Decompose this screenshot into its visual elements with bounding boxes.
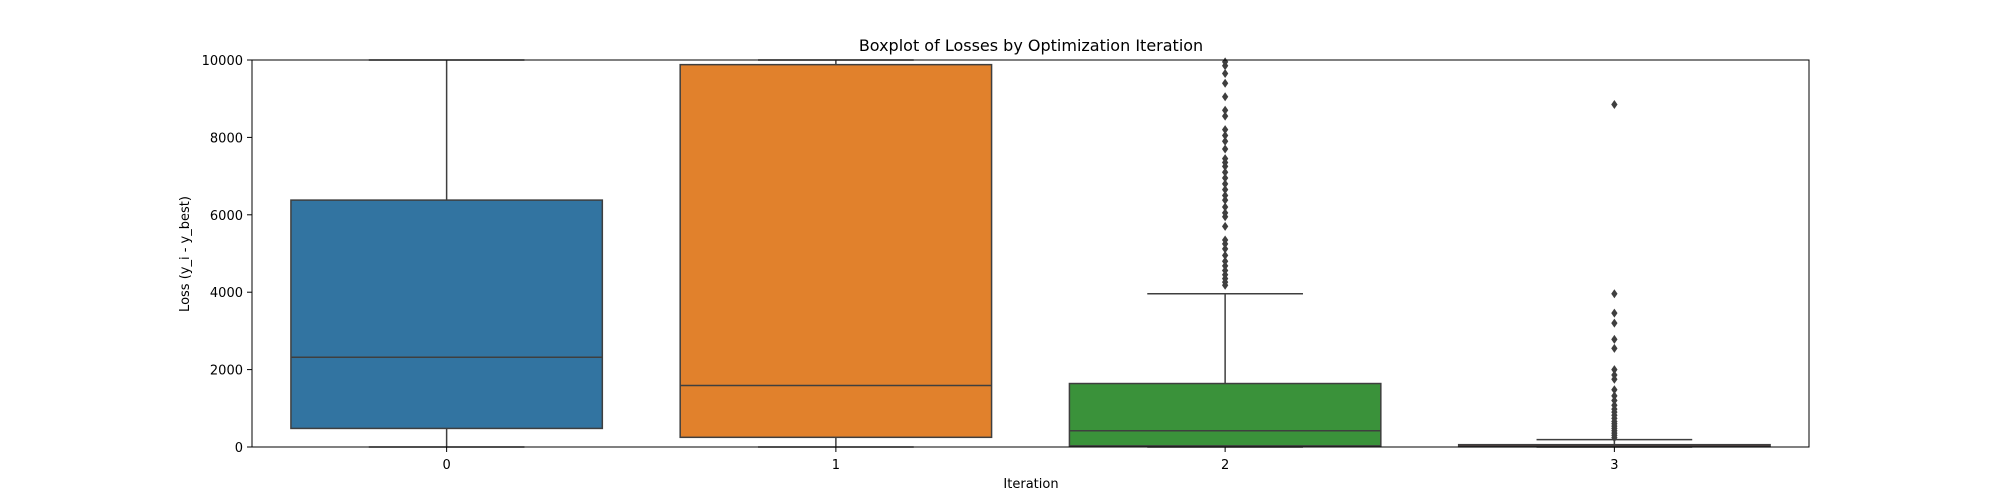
y-axis-label: Loss (y_i - y_best) xyxy=(178,196,193,312)
outlier-point xyxy=(1221,208,1229,218)
outlier-point xyxy=(1221,235,1229,245)
outlier-point xyxy=(1611,396,1618,406)
outlier-point xyxy=(1221,125,1229,135)
axes-frame xyxy=(251,59,1810,448)
outlier-point xyxy=(1221,136,1229,146)
outlier-point xyxy=(1221,195,1229,205)
outlier-point xyxy=(1611,334,1618,344)
outlier-point xyxy=(1221,202,1229,212)
y-tick-label: 0 xyxy=(235,441,243,456)
outlier-point xyxy=(1221,144,1229,154)
outlier-point xyxy=(1611,308,1618,318)
outlier-point xyxy=(1611,370,1618,380)
y-tick-label: 8000 xyxy=(210,131,243,146)
outlier-point xyxy=(1611,400,1618,410)
outlier-point xyxy=(1221,173,1229,183)
outlier-point xyxy=(1221,69,1229,79)
y-tick-label: 6000 xyxy=(210,209,243,224)
outlier-point xyxy=(1221,111,1229,121)
outlier-point xyxy=(1221,185,1229,195)
outlier-point xyxy=(1611,365,1618,375)
box-iteration-1 xyxy=(679,63,993,439)
outlier-point xyxy=(1221,244,1229,254)
y-tick-label: 10000 xyxy=(202,54,243,69)
outlier-point xyxy=(1221,256,1229,266)
outlier-point xyxy=(1611,289,1618,299)
x-axis-label: Iteration xyxy=(1003,477,1058,492)
outlier-point xyxy=(1221,105,1229,115)
outlier-point xyxy=(1221,250,1229,260)
outlier-point xyxy=(1221,167,1229,177)
y-tick-label: 4000 xyxy=(210,286,243,301)
outlier-point xyxy=(1611,385,1618,395)
outlier-point xyxy=(1221,92,1229,102)
outlier-point xyxy=(1611,318,1618,328)
outlier-point xyxy=(1611,100,1618,110)
outlier-point xyxy=(1221,179,1229,189)
outlier-point xyxy=(1221,130,1229,140)
outlier-point xyxy=(1611,343,1618,353)
box-iteration-0 xyxy=(290,199,604,430)
x-tick-label: 3 xyxy=(1610,458,1618,473)
outlier-point xyxy=(1221,154,1229,164)
outlier-point xyxy=(1611,391,1618,401)
outlier-point xyxy=(1221,221,1229,231)
plot-area: 0 1 2 3 0 2000 4000 6000 8000 10000 xyxy=(202,54,1810,473)
outlier-point xyxy=(1221,78,1229,88)
box-iteration-2 xyxy=(1068,382,1382,447)
outlier-point xyxy=(1221,266,1229,276)
x-tick-label: 2 xyxy=(1221,458,1229,473)
chart-title: Boxplot of Losses by Optimization Iterat… xyxy=(859,36,1203,55)
x-tick-label: 0 xyxy=(442,458,450,473)
x-tick-label: 1 xyxy=(832,458,840,473)
outlier-point xyxy=(1221,190,1229,200)
outlier-point xyxy=(1221,261,1229,271)
y-tick-label: 2000 xyxy=(210,364,243,379)
